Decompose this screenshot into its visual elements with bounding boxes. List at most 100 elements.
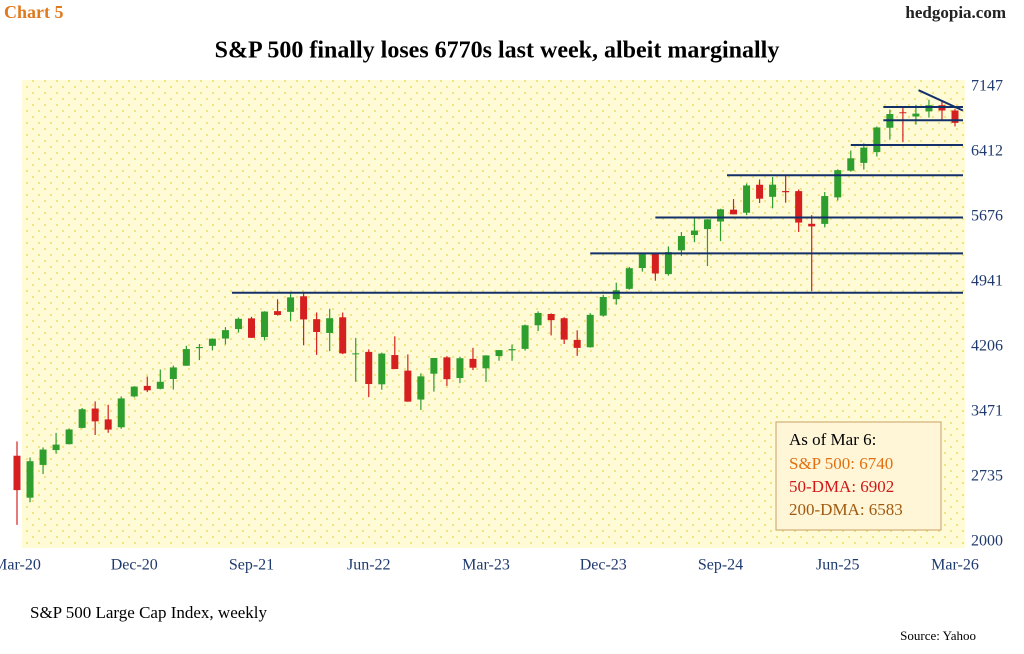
candle-body [521,325,529,349]
info-line: S&P 500: 6740 [789,454,893,473]
x-tick-label: Sep-21 [229,557,274,574]
candle-body [156,381,164,389]
candle-body [443,357,451,380]
candle-body [495,350,503,357]
candle-body [313,319,321,332]
candle-body [404,370,412,402]
y-tick-label: 2000 [971,532,1003,549]
candle-body [769,184,777,197]
y-tick-label: 2735 [971,468,1003,485]
candle-body [834,170,842,198]
candle-body [821,196,829,224]
candle-body [339,317,347,354]
candle-body [664,252,672,275]
candle-body [847,158,855,171]
candle-body [899,112,907,114]
x-tick-label: Jun-22 [347,557,391,574]
candle-body [782,191,790,193]
candle-body [625,268,633,289]
candle-body [182,349,190,366]
candle-body [417,376,425,400]
candle-body [365,351,373,385]
candle-body [638,254,646,268]
candle-body [469,358,477,368]
brand: hedgopia.com [905,3,1006,22]
info-title: As of Mar 6: [789,430,876,449]
x-tick-label: Mar-20 [0,557,41,574]
candle-body [13,455,21,491]
y-tick-label: 5676 [971,208,1003,225]
candle-body [52,444,60,451]
candle-body [430,357,438,374]
chart-label: Chart 5 [4,2,64,22]
subtitle: S&P 500 Large Cap Index, weekly [30,603,268,622]
candle-body [756,184,764,199]
y-tick-label: 6412 [971,143,1003,160]
candle-body [547,313,555,321]
candle-body [326,318,334,333]
candle-body [690,230,698,236]
candle-body [391,355,399,370]
x-tick-label: Mar-26 [931,557,979,574]
candle-body [795,191,803,223]
candle-body [873,127,881,153]
y-tick-label: 3471 [971,402,1003,419]
candle-body [104,419,112,430]
candle-body [560,318,568,340]
y-tick-label: 7147 [971,78,1003,95]
x-tick-label: Sep-24 [698,557,743,574]
trend-line [918,89,964,112]
candle-body [261,311,269,338]
candle-body [456,358,464,379]
info-line: 200-DMA: 6583 [789,500,903,519]
source: Source: Yahoo [900,628,976,643]
chart-title: S&P 500 finally loses 6770s last week, a… [215,38,780,64]
candle-body [117,398,125,428]
candle-body [143,385,151,391]
candle-body [508,349,516,351]
candle-body [482,355,490,369]
candle-body [599,296,607,316]
candle-body [91,408,99,422]
candle-body [730,209,738,215]
candle-body [26,461,34,498]
candle-body [612,290,620,300]
x-tick-label: Dec-23 [580,557,627,574]
candle-body [743,185,751,213]
x-tick-label: Mar-23 [462,557,510,574]
candle-body [717,209,724,222]
candle-body [573,339,581,348]
candle-body [378,353,386,385]
candle-body [208,338,216,346]
candle-body [195,347,203,349]
candle-body [169,367,177,380]
candle-body [860,147,868,163]
candle-body [651,253,659,274]
candle-body [274,311,282,315]
candle-body [221,330,229,339]
candle-body [951,110,959,123]
candle-body [703,219,711,230]
candle-body [39,449,47,465]
info-box [775,421,942,531]
candle-body [248,318,255,338]
x-tick-label: Jun-25 [816,557,860,574]
candle-body [78,409,86,428]
candle-body [300,296,308,320]
candle-body [925,105,933,112]
candle-body [352,353,360,355]
info-line: 50-DMA: 6902 [789,477,894,496]
candle-body [586,314,594,348]
candle-body [534,312,542,326]
candle-body [234,318,242,330]
candle-body [808,223,816,227]
candle-body [912,113,920,117]
y-tick-label: 4206 [971,338,1003,355]
x-tick-label: Dec-20 [111,557,158,574]
candle-body [130,386,138,397]
candle-body [65,429,73,445]
y-tick-label: 4941 [971,273,1003,290]
candle-body [677,236,685,251]
candle-body [287,297,295,312]
